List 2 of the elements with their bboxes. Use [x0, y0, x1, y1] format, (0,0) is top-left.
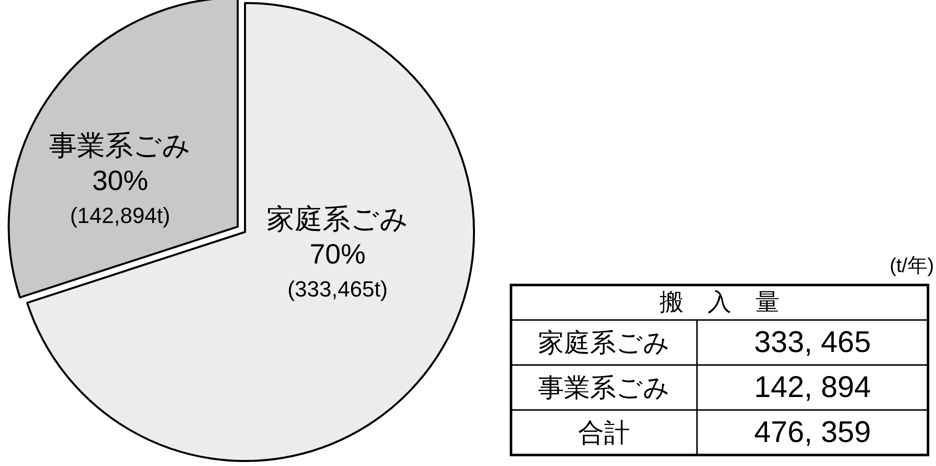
slice-label: 家庭系ごみ: [538, 328, 670, 358]
table: (t/年) 搬 入 量 家庭系ごみ 333, 465 事業系ごみ 142, 894 合計 476, 359: [510, 255, 934, 456]
